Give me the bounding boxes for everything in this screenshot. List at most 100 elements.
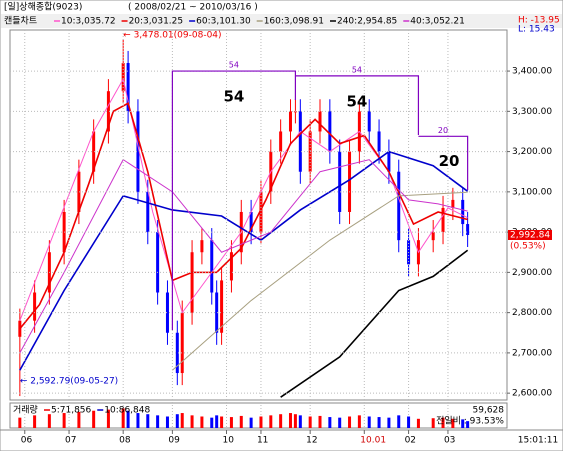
candle-body <box>431 232 435 241</box>
y-tick-label: 2,900.00 <box>512 268 552 278</box>
volume-bar <box>338 417 342 428</box>
volume-bar <box>328 417 332 428</box>
volume-bar <box>407 416 411 428</box>
legend-label: 40:3,052.21 <box>410 17 465 27</box>
candle-body <box>136 111 140 192</box>
candle-body <box>466 224 470 235</box>
candle-body <box>126 63 130 112</box>
chart-subtitle: ( 2008/02/21 ~ 2010/03/16 ) <box>128 3 258 13</box>
candle-body <box>441 207 445 233</box>
volume-bar <box>431 418 435 428</box>
x-tick-label: 10.01 <box>360 436 386 446</box>
volume-bar <box>229 417 233 428</box>
wave-small-label: 54 <box>229 61 239 70</box>
candle-body <box>451 199 455 208</box>
candle-body <box>33 292 37 321</box>
candle-body <box>387 151 391 172</box>
candle-body <box>348 151 352 212</box>
volume-bar <box>156 415 160 428</box>
volume-bar <box>288 413 292 428</box>
x-tick-label: 11 <box>257 436 268 446</box>
volume-bar <box>416 418 420 428</box>
chart-label: 캔들차트 <box>4 15 37 27</box>
volume-bar <box>18 417 22 428</box>
candle-body <box>397 171 401 241</box>
candle-body <box>180 312 184 374</box>
volume-bar <box>441 417 445 428</box>
volume-ratio-label: 전일비 : 93.53% <box>436 416 504 427</box>
volume-bar <box>136 413 140 428</box>
volume-bar <box>249 417 253 428</box>
plot-frame <box>9 29 508 401</box>
candle-body <box>200 240 204 253</box>
legend-label: 240:2,954.85 <box>337 17 397 27</box>
candle-body <box>156 232 160 293</box>
candle-body <box>259 191 263 233</box>
volume-bar <box>308 416 312 428</box>
wave-box <box>295 75 420 135</box>
low-label: L: 15.43 <box>518 25 555 35</box>
volume-bar <box>220 416 224 428</box>
candle-body <box>146 191 150 233</box>
candle-body <box>175 332 179 374</box>
volume-bar <box>357 415 361 428</box>
candle-body <box>367 111 371 132</box>
ma-line <box>172 191 468 371</box>
legend-label: 10:3,035.72 <box>61 17 116 27</box>
candle-body <box>220 280 224 333</box>
candle-body <box>318 111 322 132</box>
change-label: (0.53%) <box>510 241 546 251</box>
candle-body <box>229 252 233 281</box>
x-tick-label: 12 <box>306 436 317 446</box>
volume-bar <box>239 415 243 428</box>
volume-bar <box>210 417 214 428</box>
volume-bar <box>121 408 125 428</box>
volume-bar <box>92 410 96 428</box>
x-tick-label: 07 <box>65 436 76 446</box>
x-tick-label: 09 <box>168 436 180 446</box>
volume-bar <box>146 414 150 428</box>
ma-line <box>19 77 468 321</box>
volume-bar <box>397 415 401 428</box>
y-tick-label: 3,100.00 <box>512 187 552 197</box>
candle-body <box>279 131 283 152</box>
ma-line <box>280 249 469 398</box>
annotation: ← 3,478.01(09-08-04) <box>123 31 221 41</box>
x-tick-label: 03 <box>444 436 455 446</box>
wave-small-label: 20 <box>438 126 448 135</box>
candle-body <box>165 292 169 333</box>
high-label: H: -13.95 <box>518 16 560 26</box>
legend-label: 60:3,101.30 <box>196 17 251 27</box>
time-label: 15:01:11 <box>518 436 558 446</box>
candle-body <box>215 292 219 333</box>
wave-big-label: 54 <box>223 88 244 106</box>
price-tag <box>508 229 552 240</box>
volume-bar <box>175 414 179 428</box>
volume-bar <box>126 410 130 428</box>
volume-bar <box>279 414 283 428</box>
volume-bar <box>293 414 297 428</box>
volume-bar <box>190 415 194 428</box>
candle-body <box>298 111 302 172</box>
wave-small-label: 54 <box>352 65 362 74</box>
volume-label: 거래량 <box>13 404 38 416</box>
volume-bar <box>387 417 391 428</box>
volume-last-label: 59,628 <box>473 406 505 416</box>
candle-body <box>328 111 332 152</box>
volume-bar <box>269 415 273 428</box>
wave-big-label: 20 <box>439 152 460 170</box>
volume-ma-label: 5:71,856 <box>51 406 92 416</box>
candle-body <box>288 111 292 132</box>
volume-bar <box>33 415 37 428</box>
last-price-label: 2,992.84 <box>510 230 550 240</box>
x-tick-label: 10 <box>223 436 235 446</box>
candle-body <box>106 91 110 132</box>
volume-bar <box>215 415 219 428</box>
y-tick-label: 2,600.00 <box>512 389 552 399</box>
volume-bar <box>200 416 204 428</box>
volume-bar <box>461 419 465 428</box>
x-tick-label: 08 <box>119 436 131 446</box>
volume-bar <box>466 421 470 428</box>
